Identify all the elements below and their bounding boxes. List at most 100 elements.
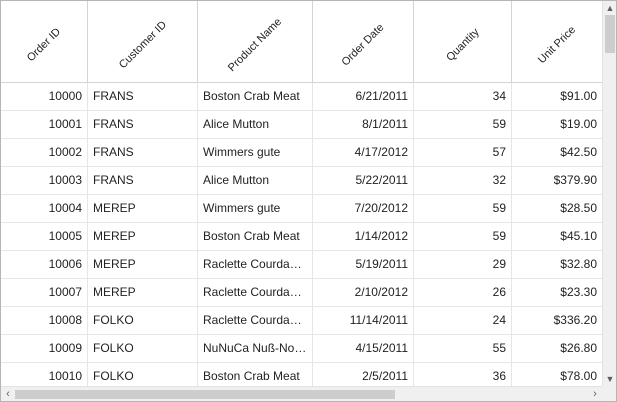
- cell-quantity[interactable]: 34: [414, 83, 512, 110]
- cell-product-name[interactable]: Boston Crab Meat: [198, 223, 313, 250]
- cell-product-name[interactable]: Boston Crab Meat: [198, 83, 313, 110]
- cell-order-id[interactable]: 10010: [1, 363, 88, 386]
- cell-quantity[interactable]: 26: [414, 279, 512, 306]
- cell-unit-price[interactable]: $91.00: [560, 89, 597, 103]
- cell-order-id[interactable]: 10006: [1, 251, 88, 278]
- column-header-label: Unit Price: [535, 23, 579, 67]
- cell-customer-id[interactable]: FOLKO: [88, 363, 198, 386]
- cell-quantity[interactable]: 32: [414, 167, 512, 194]
- table-row[interactable]: 10007 MEREP Raclette Courdavault 2/10/20…: [1, 279, 602, 307]
- cell-order-date[interactable]: 6/21/2011: [313, 83, 414, 110]
- cell-order-date[interactable]: 2/10/2012: [313, 279, 414, 306]
- cell-quantity[interactable]: 29: [414, 251, 512, 278]
- table-row[interactable]: 10008 FOLKO Raclette Courdavault 11/14/2…: [1, 307, 602, 335]
- cell-order-date[interactable]: 5/19/2011: [313, 251, 414, 278]
- table-row[interactable]: 10009 FOLKO NuNuCa Nuß-Nougat-Creme 4/15…: [1, 335, 602, 363]
- cell-unit-price[interactable]: $19.00: [560, 117, 597, 131]
- cell-order-date[interactable]: 1/14/2012: [313, 223, 414, 250]
- cell-product-name[interactable]: Raclette Courdavault: [198, 251, 313, 278]
- cell-customer-id[interactable]: FRANS: [88, 83, 198, 110]
- cell-order-id[interactable]: 10001: [1, 111, 88, 138]
- grid-viewport: Order ID Customer ID Product Name Order …: [1, 1, 602, 386]
- cell-order-date[interactable]: 7/20/2012: [313, 195, 414, 222]
- column-header-label: Customer ID: [116, 18, 169, 72]
- cell-product-name[interactable]: Raclette Courdavault: [198, 279, 313, 306]
- cell-order-id[interactable]: 10000: [1, 83, 88, 110]
- column-header-label: Product Name: [225, 15, 285, 75]
- cell-unit-price[interactable]: $28.50: [560, 201, 597, 215]
- cell-order-date[interactable]: 5/22/2011: [313, 167, 414, 194]
- vertical-scroll-thumb[interactable]: [605, 15, 615, 53]
- column-header-customer-id[interactable]: Customer ID: [88, 1, 198, 82]
- table-row[interactable]: 10006 MEREP Raclette Courdavault 5/19/20…: [1, 251, 602, 279]
- cell-unit-price[interactable]: $78.00: [560, 369, 597, 383]
- cell-quantity[interactable]: 57: [414, 139, 512, 166]
- cell-order-id[interactable]: 10009: [1, 335, 88, 362]
- cell-customer-id[interactable]: FRANS: [88, 111, 198, 138]
- cell-unit-price[interactable]: $336.20: [553, 313, 597, 327]
- cell-unit-price[interactable]: $45.10: [560, 229, 597, 243]
- cell-order-date[interactable]: 11/14/2011: [313, 307, 414, 334]
- cell-quantity[interactable]: 59: [414, 195, 512, 222]
- cell-order-id[interactable]: 10004: [1, 195, 88, 222]
- column-header-row: Order ID Customer ID Product Name Order …: [1, 1, 602, 83]
- cell-customer-id[interactable]: FRANS: [88, 139, 198, 166]
- horizontal-scrollbar[interactable]: ‹ ›: [1, 386, 602, 401]
- cell-quantity[interactable]: 55: [414, 335, 512, 362]
- column-header-order-date[interactable]: Order Date: [313, 1, 414, 82]
- column-header-order-id[interactable]: Order ID: [1, 1, 88, 82]
- cell-order-id[interactable]: 10002: [1, 139, 88, 166]
- cell-product-name[interactable]: Alice Mutton: [198, 167, 313, 194]
- table-row[interactable]: 10001 FRANS Alice Mutton 8/1/2011 59 $19…: [1, 111, 602, 139]
- cell-unit-price[interactable]: $379.90: [553, 173, 597, 187]
- cell-order-id[interactable]: 10003: [1, 167, 88, 194]
- cell-product-name[interactable]: Wimmers gute: [198, 195, 313, 222]
- cell-unit-price[interactable]: $23.30: [560, 285, 597, 299]
- cell-customer-id[interactable]: MEREP: [88, 279, 198, 306]
- chevron-right-icon[interactable]: ›: [593, 388, 597, 400]
- cell-quantity[interactable]: 36: [414, 363, 512, 386]
- cell-unit-price[interactable]: $32.80: [560, 257, 597, 271]
- cell-quantity[interactable]: 59: [414, 223, 512, 250]
- table-row[interactable]: 10005 MEREP Boston Crab Meat 1/14/2012 5…: [1, 223, 602, 251]
- cell-customer-id[interactable]: FRANS: [88, 167, 198, 194]
- cell-quantity[interactable]: 24: [414, 307, 512, 334]
- cell-order-id[interactable]: 10005: [1, 223, 88, 250]
- cell-order-date[interactable]: 2/5/2011: [313, 363, 414, 386]
- cell-customer-id[interactable]: FOLKO: [88, 307, 198, 334]
- table-row[interactable]: 10004 MEREP Wimmers gute 7/20/2012 59 $2…: [1, 195, 602, 223]
- chevron-left-icon[interactable]: ‹: [6, 388, 10, 400]
- table-row[interactable]: 10002 FRANS Wimmers gute 4/17/2012 57 $4…: [1, 139, 602, 167]
- column-header-quantity[interactable]: Quantity: [414, 1, 512, 82]
- column-header-label: Order Date: [339, 21, 387, 69]
- chevron-down-icon[interactable]: ▼: [605, 374, 615, 384]
- table-row[interactable]: 10003 FRANS Alice Mutton 5/22/2011 32 $3…: [1, 167, 602, 195]
- cell-customer-id[interactable]: MEREP: [88, 195, 198, 222]
- cell-customer-id[interactable]: MEREP: [88, 251, 198, 278]
- grid-body: 10000 FRANS Boston Crab Meat 6/21/2011 3…: [1, 83, 602, 386]
- cell-customer-id[interactable]: MEREP: [88, 223, 198, 250]
- column-header-label: Quantity: [443, 26, 482, 64]
- cell-order-date[interactable]: 8/1/2011: [313, 111, 414, 138]
- cell-order-id[interactable]: 10008: [1, 307, 88, 334]
- cell-order-date[interactable]: 4/17/2012: [313, 139, 414, 166]
- cell-order-date[interactable]: 4/15/2011: [313, 335, 414, 362]
- column-header-unit-price[interactable]: Unit Price: [512, 1, 602, 82]
- table-row[interactable]: 10000 FRANS Boston Crab Meat 6/21/2011 3…: [1, 83, 602, 111]
- table-row[interactable]: 10010 FOLKO Boston Crab Meat 2/5/2011 36…: [1, 363, 602, 386]
- cell-product-name[interactable]: Alice Mutton: [198, 111, 313, 138]
- cell-product-name[interactable]: Raclette Courdavault: [198, 307, 313, 334]
- cell-product-name[interactable]: Wimmers gute: [198, 139, 313, 166]
- chevron-up-icon[interactable]: ▲: [605, 3, 615, 13]
- cell-product-name[interactable]: Boston Crab Meat: [198, 363, 313, 386]
- cell-product-name[interactable]: NuNuCa Nuß-Nougat-Creme: [198, 335, 313, 362]
- horizontal-scroll-thumb[interactable]: [15, 390, 395, 399]
- vertical-scrollbar[interactable]: ▲ ▼: [602, 1, 616, 386]
- cell-order-id[interactable]: 10007: [1, 279, 88, 306]
- cell-unit-price[interactable]: $26.80: [560, 341, 597, 355]
- cell-customer-id[interactable]: FOLKO: [88, 335, 198, 362]
- cell-quantity[interactable]: 59: [414, 111, 512, 138]
- column-header-product-name[interactable]: Product Name: [198, 1, 313, 82]
- cell-unit-price[interactable]: $42.50: [560, 145, 597, 159]
